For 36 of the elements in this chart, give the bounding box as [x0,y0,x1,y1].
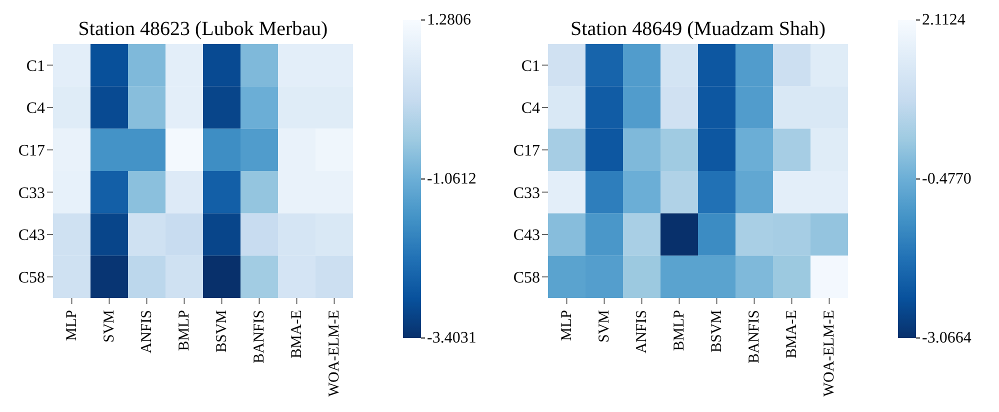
x-tick-label: BMLP [671,310,688,351]
y-tick-label: C4 [26,100,45,118]
chart-title: Station 48623 (Lubok Merbau) [77,18,329,41]
y-tick-label: C43 [513,227,540,244]
x-tick-label: WOA-ELM-E [326,310,342,397]
x-tick-label: BANFIS [746,310,762,364]
color-bar-label: 2.1124 [922,12,966,28]
x-tick-label: BSVM [214,310,230,353]
x-tick-label: BSVM [708,310,725,353]
x-tick-label: MLP [64,310,80,341]
y-tick-label: C1 [521,58,540,75]
x-tick-label: MLP [558,310,575,341]
y-tick-label: C17 [513,142,540,160]
y-tick-label: C58 [18,270,45,287]
y-tick-label: C58 [513,270,540,287]
color-bar-label: -0.4770 [922,170,972,188]
color-bar-label: -3.4031 [427,330,476,346]
x-tick-label: WOA-ELM-E [821,310,838,397]
color-bar-label: -3.0664 [922,330,972,346]
x-tick-label: BMA-E [784,310,800,358]
x-tick-label: BMLP [176,310,192,351]
x-tick-label: ANFIS [634,310,650,354]
y-tick-label: C4 [521,100,540,118]
color-bar-label: -1.0612 [427,170,476,188]
x-tick-label: SVM [596,310,612,343]
y-tick-label: C1 [26,58,45,75]
y-tick-label: C33 [513,184,540,202]
x-tick-label: ANFIS [138,310,155,354]
chart-title: Station 48649 (Muadzam Shah) [570,18,826,41]
x-tick-label: SVM [101,310,118,343]
color-bar-label: 1.2806 [427,12,471,28]
x-tick-label: BMA-E [288,310,305,358]
y-tick-label: C43 [18,227,45,244]
y-tick-label: C33 [18,184,45,202]
y-tick-label: C17 [18,142,45,160]
x-tick-label: BANFIS [251,310,268,364]
